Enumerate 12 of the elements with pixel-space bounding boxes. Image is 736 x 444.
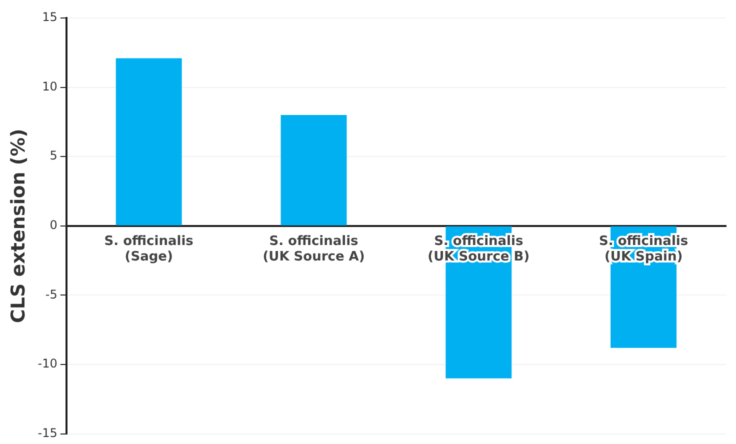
y-axis-title: CLS extension (%) <box>7 128 30 324</box>
y-tick-label: 5 <box>50 148 58 163</box>
y-tick-label: -5 <box>45 287 58 302</box>
y-tick-label: 0 <box>50 218 58 232</box>
x-tick-label: S. officinalis (Sage) <box>104 234 194 265</box>
y-tick-label: -15 <box>38 426 58 440</box>
y-tick-label: 10 <box>42 79 58 94</box>
bar <box>116 58 182 226</box>
x-tick-label: S. officinalis (UK Source A) <box>262 234 365 265</box>
y-tick-label: -10 <box>38 356 58 371</box>
bar <box>280 115 347 226</box>
y-tick-label: 15 <box>42 10 58 24</box>
